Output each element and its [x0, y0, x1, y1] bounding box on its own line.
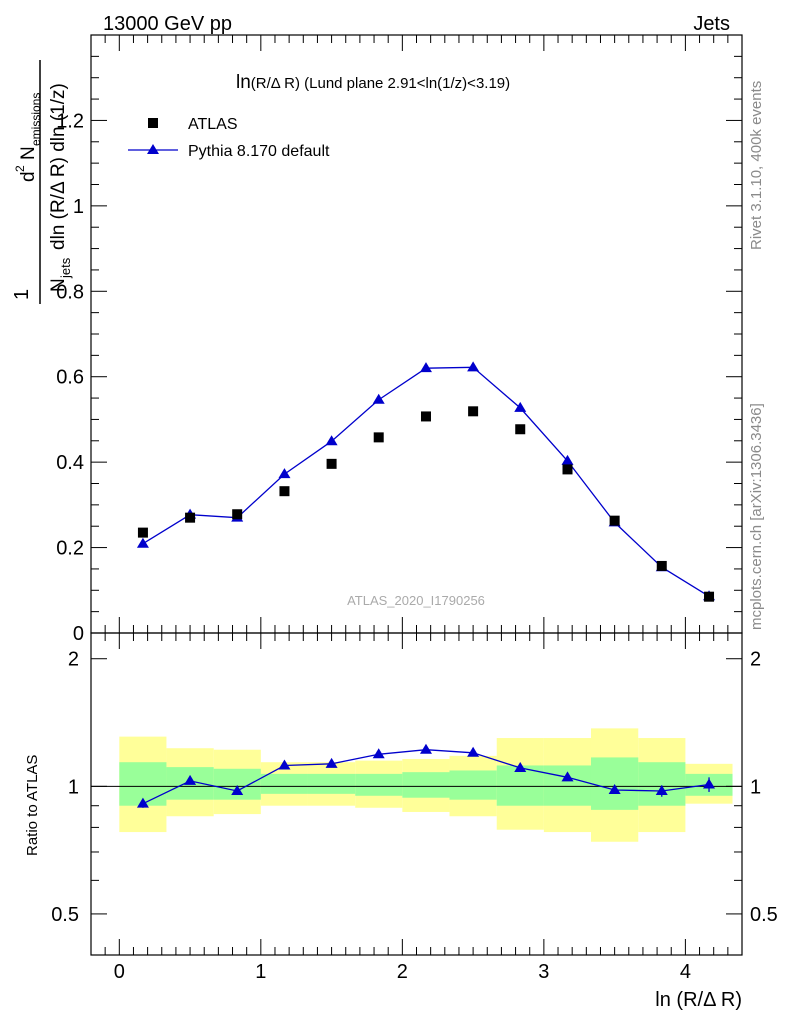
atlas-point: [609, 515, 620, 526]
main-y-tick-label: 0.4: [56, 452, 84, 474]
ylabel-d2: d: [18, 171, 39, 182]
atlas-point: [656, 560, 667, 571]
band-inner-bin: [213, 768, 261, 800]
pythia-point: [325, 435, 338, 446]
main-y-tick-label: 1: [73, 196, 84, 218]
ratio-frame: [90, 632, 743, 956]
atlas-point: [185, 512, 196, 523]
main-title-rest: (Lund plane 2.91<ln(1/z)<3.19): [300, 75, 510, 92]
pythia-point: [136, 537, 149, 548]
ratio-pythia-point: [325, 757, 338, 768]
ratio-y-tick-label-right: 0.5: [750, 904, 778, 926]
ratio-y-tick-label-left: 2: [68, 649, 79, 671]
x-axis-label: ln (R/Δ R): [655, 989, 742, 1011]
pythia-point: [561, 454, 574, 465]
ratio-pythia-point: [372, 748, 385, 759]
mcplots-label: mcplots.cern.ch [arXiv:1306.3436]: [748, 403, 765, 630]
main-title: ln(R/Δ R) (Lund plane 2.91<ln(1/z)<3.19): [236, 72, 510, 93]
ylabel-emissions: emissions: [29, 93, 43, 146]
ratio-pythia-point: [703, 778, 716, 789]
atlas-point: [468, 406, 479, 417]
x-tick-label: 3: [538, 961, 549, 983]
atlas-point: [515, 424, 526, 435]
band-inner-bin: [496, 765, 544, 806]
main-title-small: (R/Δ R): [251, 75, 300, 92]
atlas-point: [420, 411, 431, 422]
ylabel-jets: jets: [58, 257, 73, 279]
pythia-point: [467, 361, 480, 372]
ratio-ylabel: Ratio to ATLAS: [24, 755, 41, 856]
atlas-point: [704, 591, 715, 602]
legend-label-atlas: ATLAS: [188, 116, 238, 133]
ylabel-N: N: [48, 278, 69, 292]
band-inner-bin: [355, 773, 403, 796]
band-inner-bin: [449, 770, 497, 800]
x-tick-label: 2: [397, 961, 408, 983]
x-tick-label: 0: [114, 961, 125, 983]
ylabel-Nem: N: [18, 146, 39, 160]
ylabel-one: 1: [11, 289, 33, 300]
legend-marker-atlas: [148, 118, 158, 128]
header-energy: 13000 GeV pp: [103, 13, 232, 35]
x-tick-label: 4: [680, 961, 691, 983]
main-y-tick-label: 0: [73, 623, 84, 645]
pythia-line: [142, 366, 710, 597]
atlas-point: [326, 458, 337, 469]
legend: ATLAS Pythia 8.170 default: [128, 116, 330, 160]
ratio-y-tick-label-left: 1: [68, 776, 79, 798]
pythia-point: [419, 362, 432, 373]
x-tick-label: 1: [255, 961, 266, 983]
ratio-pythia-point: [184, 774, 197, 785]
ratio-pythia-point: [136, 797, 149, 808]
main-y-tick-label: 0.6: [56, 367, 84, 389]
ratio-pythia-point: [514, 761, 527, 772]
band-inner-bin: [590, 757, 639, 810]
legend-label-pythia: Pythia 8.170 default: [188, 143, 330, 160]
atlas-point: [232, 509, 243, 520]
ratio-y-tick-label-right: 1: [750, 776, 761, 798]
rivet-label: Rivet 3.1.10, 400k events: [748, 81, 765, 250]
ratio-y-tick-label-right: 2: [750, 649, 761, 671]
pythia-point: [514, 401, 527, 412]
pythia-point: [278, 468, 291, 479]
analysis-watermark: ATLAS_2020_I1790256: [347, 593, 485, 608]
ylabel-denominator: dln (R/Δ R) dln (1/z): [48, 83, 69, 250]
ratio-panel: 0 1 2 3 4 0.5 0.5 1 1 2 2: [51, 632, 778, 983]
atlas-point: [562, 464, 573, 475]
main-y-tick-label: 1.2: [56, 110, 84, 132]
band-inner-bin: [402, 772, 450, 798]
ratio-pythia-point: [278, 759, 291, 770]
main-panel: 0 0.2 0.4 0.6 0.8 1 1.2: [56, 34, 743, 955]
main-title-ln: ln: [236, 72, 251, 93]
main-y-tick-label: 0.8: [56, 281, 84, 303]
header-label: Jets: [693, 13, 730, 35]
ratio-pythia-point: [467, 746, 480, 757]
main-ylabel: 1 N jets dln (R/Δ R) dln (1/z) d 2 N emi…: [11, 60, 73, 304]
band-inner-bin: [260, 773, 308, 794]
ratio-pythia-point: [231, 784, 244, 795]
ratio-y-tick-label-left: 0.5: [51, 904, 79, 926]
ratio-pythia-point: [561, 771, 574, 782]
band-inner-bin: [307, 773, 356, 794]
ratio-pythia-point: [419, 743, 432, 754]
ratio-pythia-point: [655, 784, 668, 795]
atlas-point: [279, 486, 290, 497]
ylabel-two: 2: [13, 165, 27, 172]
atlas-point: [373, 432, 384, 443]
main-y-tick-label: 0.2: [56, 538, 84, 560]
pythia-point: [372, 393, 385, 404]
legend-marker-pythia: [147, 144, 159, 154]
atlas-point: [137, 527, 148, 538]
band-inner-bin: [638, 762, 686, 806]
ratio-pythia-point: [608, 784, 621, 795]
